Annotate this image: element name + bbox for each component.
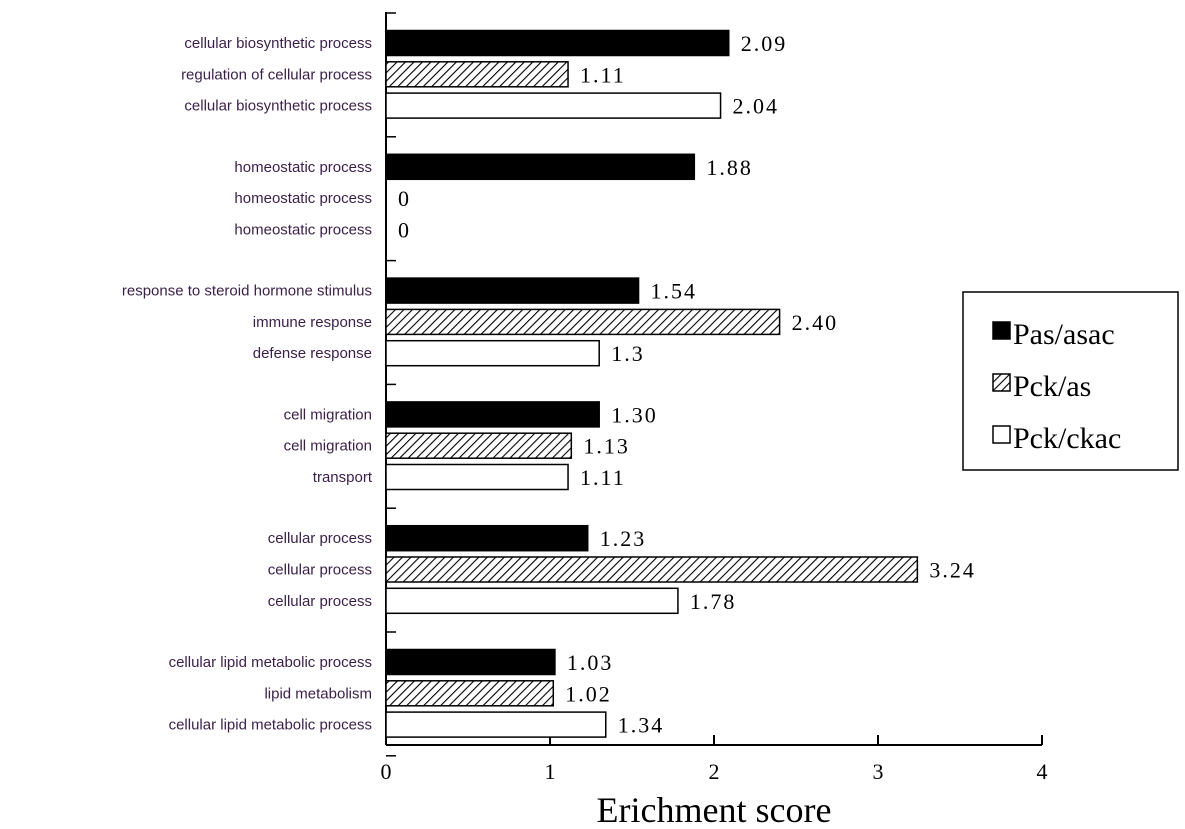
value-label: 1.88 [706,155,753,180]
category-label: transport [313,469,373,486]
value-label: 1.23 [600,526,647,551]
x-tick-label-0: 0 [381,759,392,784]
legend-swatch-Pas-asac [992,321,1011,340]
value-label: 1.54 [651,279,698,304]
category-label: defense response [253,345,372,362]
category-label: cellular biosynthetic process [184,98,372,115]
bar-Pck-as [385,680,555,707]
category-label: cellular process [268,530,372,547]
category-label: regulation of cellular process [181,66,372,83]
value-label: 1.3 [611,341,645,366]
plot-area: 0 1 2 3 4 Erichment score cellular biosyntheti… [122,12,1048,829]
value-label: 1.11 [580,62,626,87]
category-label: lipid metabolism [264,685,372,702]
legend-swatch-Pck-as [992,373,1011,392]
value-label: 1.03 [567,650,614,675]
bar-Pck-ckac [385,587,679,615]
bar-Pas-asac [385,524,589,552]
bar-Pck-ckac [385,463,569,491]
value-label: 1.02 [565,681,612,706]
bar-Pck-ckac [385,92,722,119]
value-label: 2.09 [741,31,788,56]
value-label: 1.78 [690,589,737,614]
category-label: cellular lipid metabolic process [169,654,372,671]
category-label: homeostatic process [234,190,372,207]
bar-Pas-asac [385,29,730,57]
bar-Pas-asac [385,401,600,428]
x-tick-label-3: 3 [873,759,884,784]
bar-Pas-asac [385,277,640,304]
bar-Pck-as [385,308,781,336]
value-label: 1.34 [618,713,665,738]
bar-Pck-ckac [385,711,607,738]
bar-Pck-as [385,61,569,88]
category-label: homeostatic process [234,221,372,238]
value-label: 1.13 [583,434,630,459]
bar-Pck-as [385,432,573,459]
value-label: 0 [398,186,411,211]
value-label: 1.11 [580,465,626,490]
bar-Pas-asac [385,153,696,181]
x-axis-title: Erichment score [597,790,832,829]
value-label: 0 [398,217,411,242]
value-label: 2.04 [733,94,780,119]
category-label: cellular biosynthetic process [184,35,372,52]
bar-Pck-as [385,556,919,583]
x-tick-label-4: 4 [1037,759,1048,784]
value-label: 2.40 [792,310,839,335]
bar-Pck-ckac [385,339,600,367]
legend-label-Pas-asac: Pas/asac [1013,318,1115,351]
value-label: 3.24 [929,558,976,583]
value-label: 1.30 [611,402,658,427]
category-label: cell migration [284,438,372,455]
legend-label-Pck-ckac: Pck/ckac [1013,422,1121,455]
category-label: response to steroid hormone stimulus [122,283,372,300]
category-label: immune response [253,314,372,331]
category-label: cellular process [268,593,372,610]
category-label: homeostatic process [234,159,372,176]
legend: Pas/asac Pck/as Pck/ckac [962,291,1179,471]
x-tick-label-2: 2 [709,759,720,784]
bar-Pas-asac [385,648,556,676]
category-label: cellular lipid metabolic process [169,717,372,734]
x-tick-label-1: 1 [545,759,556,784]
category-label: cell migration [284,406,372,423]
legend-label-Pck-as: Pck/as [1013,370,1091,403]
category-label: cellular process [268,562,372,579]
legend-swatch-Pck-ckac [992,425,1011,444]
